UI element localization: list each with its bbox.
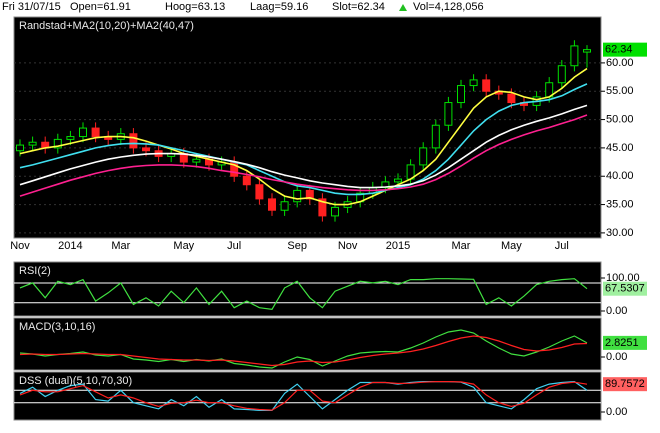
candle-body xyxy=(66,136,75,140)
x-tick-label: 2014 xyxy=(58,240,82,252)
candle-body xyxy=(28,141,37,146)
y-tick-label: 0.00 xyxy=(606,351,627,363)
candle-body xyxy=(305,189,314,200)
panel-title: Randstad+MA2(10,20)+MA2(40,47) xyxy=(19,20,194,32)
value-box-label: 67.5307 xyxy=(605,283,645,295)
x-tick-label: Nov xyxy=(338,240,358,252)
panel xyxy=(13,16,602,239)
candle-body xyxy=(557,65,566,84)
panel-title: MACD(3,10,16) xyxy=(19,321,95,333)
candle-body xyxy=(570,45,579,67)
x-tick-label: 2015 xyxy=(386,240,410,252)
header-low: Laag=59.16 xyxy=(250,1,308,13)
candle-body xyxy=(431,124,440,149)
value-box-label: 2.8251 xyxy=(605,337,639,349)
y-tick-label: 50.00 xyxy=(606,113,634,125)
x-tick-label: May xyxy=(501,240,522,252)
panel xyxy=(13,371,602,421)
panel xyxy=(13,261,602,317)
candle-body xyxy=(331,206,339,217)
candle-body xyxy=(255,184,264,200)
indicator-line xyxy=(19,381,588,411)
x-tick-label: Jul xyxy=(227,240,241,252)
x-tick-label: May xyxy=(173,240,194,252)
y-tick-label: 0.00 xyxy=(606,406,627,418)
value-box xyxy=(603,281,647,296)
candle-body xyxy=(394,178,402,183)
moving-average xyxy=(19,114,588,197)
header-high: Hoog=63.13 xyxy=(165,1,225,13)
candle-body xyxy=(444,102,453,126)
x-tick-label: Mar xyxy=(111,240,130,252)
candle-body xyxy=(91,127,100,138)
candle-body xyxy=(280,201,289,211)
header-open: Open=61.91 xyxy=(70,1,131,13)
y-tick-label: 35.00 xyxy=(606,198,634,210)
moving-average xyxy=(19,67,588,206)
value-box xyxy=(603,377,647,392)
candle-body xyxy=(242,175,251,186)
y-tick-label: 30.00 xyxy=(606,227,634,239)
header-volume: Vol=4,128,056 xyxy=(413,1,484,13)
y-tick-label: 45.00 xyxy=(606,142,634,154)
header-date: Fri 31/07/15 xyxy=(2,1,61,13)
candle-body xyxy=(583,49,591,53)
y-tick-label: 60.00 xyxy=(606,57,634,69)
candle-body xyxy=(482,79,491,92)
x-tick-label: Nov xyxy=(10,240,30,252)
y-tick-label: 40.00 xyxy=(606,170,634,182)
candle-body xyxy=(142,147,150,152)
panel-title: RSI(2) xyxy=(19,265,51,277)
panel-title: DSS (dual)(5,10,70,30) xyxy=(19,375,132,387)
candle-body xyxy=(53,138,62,149)
value-box xyxy=(603,42,647,57)
x-tick-label: Sep xyxy=(287,240,307,252)
moving-average xyxy=(19,83,588,196)
candle-body xyxy=(457,85,465,104)
indicator-line xyxy=(19,335,588,367)
candle-body xyxy=(318,198,327,217)
value-box-label: 89.7572 xyxy=(605,378,645,390)
y-tick-label: 100.00 xyxy=(606,272,640,284)
indicator-line xyxy=(19,278,588,310)
panel xyxy=(13,317,602,371)
header-close: Slot=62.34 xyxy=(332,1,385,13)
candle-body xyxy=(293,189,302,203)
value-box-label: 62.34 xyxy=(605,44,633,56)
x-tick-label: Jul xyxy=(555,240,569,252)
candle-body xyxy=(129,133,138,149)
candle-body xyxy=(79,127,87,138)
indicator-line xyxy=(19,329,588,369)
candle-body xyxy=(507,93,516,104)
y-tick-label: 55.00 xyxy=(606,85,634,97)
candle-body xyxy=(192,158,201,163)
candle-body xyxy=(469,79,478,87)
x-tick-label: Mar xyxy=(452,240,471,252)
y-tick-label: 0.00 xyxy=(606,305,627,317)
value-box xyxy=(603,335,647,350)
moving-average xyxy=(19,104,588,189)
candle-body xyxy=(268,198,276,211)
up-arrow xyxy=(399,4,407,11)
candle-body xyxy=(16,144,24,152)
candle-body xyxy=(419,147,428,166)
